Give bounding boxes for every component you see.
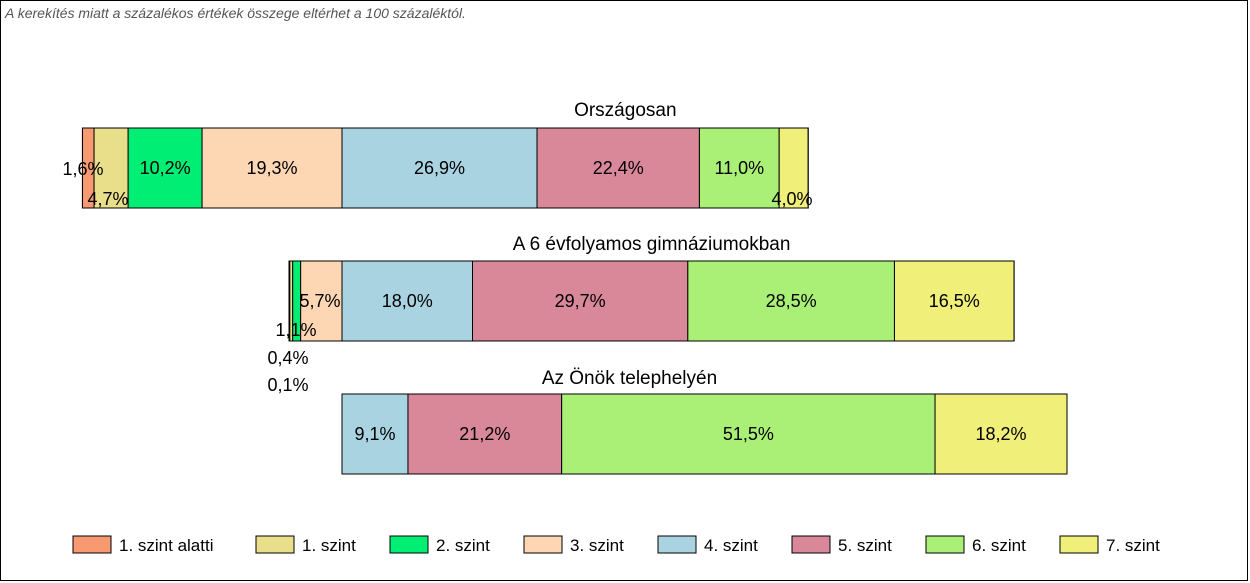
data-label-2-3: 1,1%: [275, 320, 316, 340]
data-label-3-8: 18,2%: [976, 424, 1027, 444]
data-label-2-7: 28,5%: [766, 291, 817, 311]
legend-swatch-6: [791, 535, 831, 554]
data-label-1-7: 11,0%: [714, 158, 764, 178]
data-label-2-5: 18,0%: [382, 291, 433, 311]
group-title-3: Az Önök telephelyén: [542, 368, 717, 389]
group-title-2: A 6 évfolyamos gimnáziumokban: [513, 234, 791, 255]
data-label-1-4: 19,3%: [247, 158, 298, 178]
bar-segment-2-6: [472, 260, 689, 342]
group-title-1: Országosan: [574, 100, 676, 121]
data-label-2-1: 0,1%: [267, 375, 308, 395]
bar-segment-2-5: [341, 260, 473, 342]
data-label-1-6: 22,4%: [593, 158, 644, 178]
data-label-2-8: 16,5%: [929, 291, 980, 311]
legend-label-5: 4. szint: [704, 536, 758, 555]
legend-swatch-2: [255, 535, 295, 554]
legend-swatch-1: [72, 535, 112, 554]
bar-segment-3-8: [934, 393, 1068, 475]
data-label-1-1: 1,6%: [62, 159, 103, 179]
legend-label-7: 6. szint: [972, 536, 1026, 555]
bar-segment-1-2: [93, 127, 129, 209]
bar-outline-3: [341, 393, 1068, 475]
bar-segment-2-8: [893, 260, 1015, 342]
legend-label-6: 5. szint: [838, 536, 892, 555]
bar-outline-2: [288, 260, 1015, 342]
data-label-3-7: 51,5%: [723, 424, 774, 444]
legend-label-1: 1. szint alatti: [119, 536, 214, 555]
legend-swatch-3: [389, 535, 429, 554]
data-label-1-8: 4,0%: [771, 189, 812, 209]
legend-swatch-5: [657, 535, 697, 554]
bar-outline-1: [81, 127, 809, 209]
legend-label-2: 1. szint: [302, 536, 356, 555]
data-label-2-2: 0,4%: [267, 348, 308, 368]
legend-label-4: 3. szint: [570, 536, 624, 555]
data-label-3-5: 9,1%: [354, 424, 395, 444]
data-label-1-2: 4,7%: [87, 189, 128, 209]
legend-label-8: 7. szint: [1106, 536, 1160, 555]
data-label-2-6: 29,7%: [555, 291, 606, 311]
legend-swatch-4: [523, 535, 563, 554]
data-label-1-3: 10,2%: [140, 158, 191, 178]
legend-label-3: 2. szint: [436, 536, 490, 555]
data-label-1-5: 26,9%: [414, 158, 465, 178]
data-label-3-6: 21,2%: [459, 424, 510, 444]
legend-swatch-7: [925, 535, 965, 554]
legend-swatch-8: [1059, 535, 1099, 554]
bar-segment-3-6: [407, 393, 563, 475]
rounding-note: A kerekítés miatt a százalékos értékek ö…: [5, 5, 466, 21]
bar-segment-2-7: [687, 260, 895, 342]
data-label-2-4: 5,7%: [299, 291, 340, 311]
